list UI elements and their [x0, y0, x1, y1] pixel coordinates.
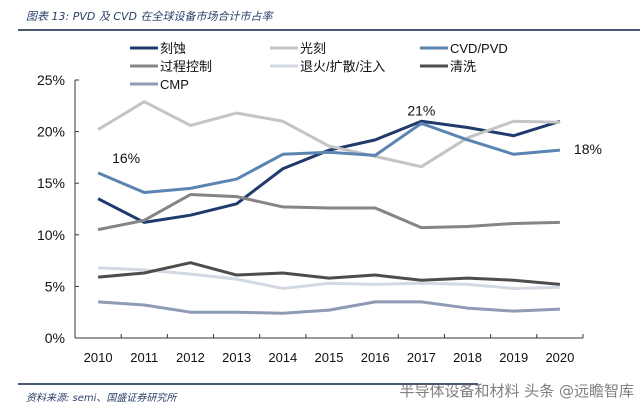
x-tick-label: 2010: [84, 350, 113, 365]
source-note: 资料来源: semi、国盛证券研究所: [26, 393, 177, 404]
x-tick-label: 2014: [268, 350, 297, 365]
data-label: 18%: [574, 141, 602, 157]
legend-label: 退火/扩散/注入: [300, 59, 385, 74]
series-line-CVD/PVD: [97, 121, 561, 194]
y-tick-label: 25%: [37, 72, 65, 88]
x-tick-label: 2016: [361, 350, 390, 365]
y-tick-label: 5%: [45, 278, 65, 294]
y-tick-label: 10%: [37, 227, 65, 243]
data-label: 21%: [407, 102, 435, 118]
x-tick-label: 2015: [315, 350, 344, 365]
chart-title: 图表 13: PVD 及 CVD 在全球设备市场合计市占率: [26, 10, 273, 23]
x-tick-label: 2019: [499, 350, 528, 365]
x-tick-label: 2018: [453, 350, 482, 365]
x-tick-label: 2017: [407, 350, 436, 365]
top-divider: [18, 29, 640, 31]
legend-label: 刻蚀: [160, 41, 186, 56]
y-tick-label: 0%: [45, 330, 65, 346]
series-line-CMP: [97, 300, 560, 315]
legend-label: CMP: [160, 77, 189, 92]
data-label: 16%: [112, 150, 140, 166]
legend-label: 过程控制: [160, 59, 212, 74]
bottom-divider: [18, 383, 478, 385]
watermark: 半导体设备和材料 头条 @远瞻智库: [399, 382, 634, 400]
x-tick-label: 2011: [130, 350, 158, 365]
series-line-过程控制: [97, 193, 560, 232]
x-tick-label: 2012: [176, 350, 205, 365]
x-tick-label: 2020: [545, 350, 574, 365]
y-tick-label: 20%: [37, 124, 65, 140]
series-line-刻蚀: [97, 119, 561, 224]
legend-label: 光刻: [300, 41, 326, 56]
series-line-清洗: [97, 261, 561, 286]
y-tick-label: 15%: [37, 175, 65, 191]
series-line-光刻: [97, 100, 560, 169]
legend-label: CVD/PVD: [450, 41, 508, 56]
legend-label: 清洗: [450, 59, 476, 74]
x-tick-label: 2013: [222, 350, 251, 365]
series-line-退火/扩散/注入: [98, 266, 560, 290]
